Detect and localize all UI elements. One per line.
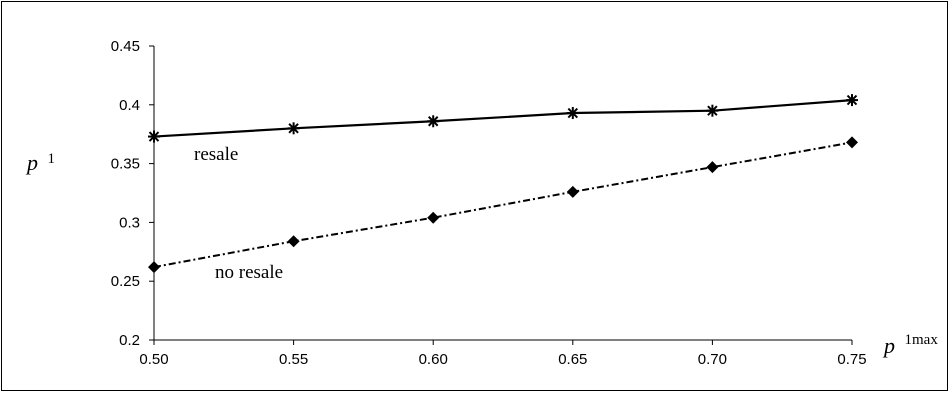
y-tick-label: 0.25	[111, 273, 140, 290]
series-line-no-resale	[153, 141, 853, 269]
y-tick-label: 0.2	[119, 332, 140, 349]
data-point-resale	[706, 104, 719, 117]
y-tick-label: 0.35	[111, 156, 140, 173]
y-tick-label: 0.4	[119, 97, 140, 114]
y-axis-label-sup: 1	[48, 151, 56, 167]
series-layer	[148, 94, 858, 274]
series-label-resale: resale	[194, 144, 238, 165]
x-tick-label: 0.70	[698, 351, 727, 368]
series-label-no-resale: no resale	[215, 262, 283, 283]
data-point-resale	[287, 122, 300, 135]
data-point-no-resale	[566, 185, 579, 198]
data-point-resale	[148, 130, 160, 143]
y-axis-label-main: p	[25, 150, 38, 175]
labels: resale no resale p 1 p 1max	[25, 144, 938, 358]
data-point-no-resale	[148, 261, 160, 274]
data-point-resale	[427, 115, 440, 128]
x-tick-label: 0.75	[837, 351, 866, 368]
data-point-resale	[846, 94, 858, 107]
y-tick-label: 0.3	[119, 214, 140, 231]
x-tick-label: 0.65	[558, 351, 587, 368]
data-point-resale	[566, 107, 579, 120]
data-point-no-resale	[427, 211, 440, 224]
axes: 0.2 0.25 0.3 0.35 0.4 0.45 0.50 0.55 0.60 0.65 0.7…	[111, 38, 867, 368]
data-point-no-resale	[706, 161, 719, 174]
x-axis-label-main: p	[882, 333, 895, 358]
y-axis-label: p 1	[25, 150, 55, 175]
series-line-resale	[153, 98, 853, 138]
x-axis-label-sup: 1max	[905, 332, 939, 348]
data-point-no-resale	[287, 235, 300, 248]
x-axis-label: p 1max	[882, 332, 938, 358]
y-tick-label: 0.45	[111, 38, 140, 55]
x-tick-label: 0.50	[139, 351, 168, 368]
x-tick-label: 0.55	[279, 351, 308, 368]
x-tick-label: 0.60	[419, 351, 448, 368]
data-point-no-resale	[846, 136, 858, 149]
